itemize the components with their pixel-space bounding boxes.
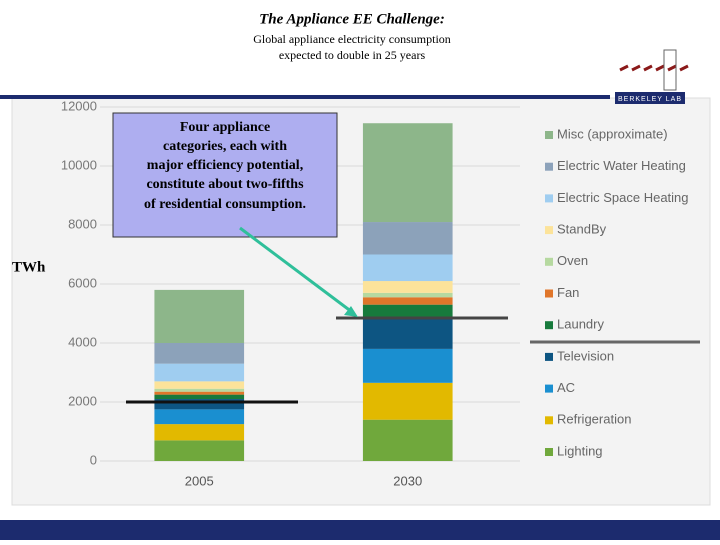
logo: Berkeley Lab — [615, 49, 689, 104]
annotation-arrow — [239, 226, 353, 314]
legend-swatch — [545, 384, 553, 393]
annotation-box — [112, 112, 338, 238]
legend-swatch — [545, 448, 553, 456]
plot: 0 2000 4000 6000 8000 10000 12000 2005 2030 Light… — [61, 98, 689, 488]
y-tick-label: 4000 — [68, 334, 97, 349]
y-tick-label: 0 — [90, 452, 97, 467]
bar-segment — [362, 222, 453, 255]
legend-label: StandBy — [557, 222, 607, 237]
legend-swatch — [545, 226, 553, 235]
legend-swatch — [545, 416, 553, 425]
bar-segment — [362, 319, 453, 349]
legend-swatch — [545, 352, 553, 361]
bar-segment — [362, 281, 453, 293]
legend-label: Laundry — [557, 317, 604, 332]
annotation: Four appliance — [180, 120, 270, 135]
annotation: of residential consumption. — [144, 197, 306, 212]
bar-segment — [154, 381, 245, 389]
annotation: categories, each with — [163, 139, 287, 154]
logo-tower — [663, 49, 677, 91]
x-tick-label: 2030 — [393, 473, 422, 488]
bar-segment — [154, 391, 245, 395]
subtitle: expected to double in 25 years — [279, 48, 426, 62]
legend-label: Lighting — [557, 443, 603, 458]
logo-text: Berkeley Lab — [618, 96, 682, 103]
subtitle: Global appliance electricity consumption — [253, 32, 451, 46]
y-tick-label: 8000 — [68, 216, 97, 231]
legend-swatch — [545, 162, 553, 171]
y-tick-label: 2000 — [68, 393, 97, 408]
legend-swatch — [545, 289, 553, 298]
bar-segment — [154, 409, 245, 425]
bar-segment — [154, 388, 245, 392]
bar-segment — [362, 382, 453, 420]
annotation: major efficiency potential, — [147, 158, 303, 173]
logo-band — [615, 92, 685, 104]
bar-segment — [362, 292, 453, 298]
legend-label: Oven — [557, 253, 588, 268]
bar-segment — [154, 399, 245, 410]
bar-segment — [154, 394, 245, 400]
legend-label: Misc (approximate) — [557, 126, 668, 141]
legend-swatch — [545, 131, 553, 139]
legend-label: Television — [557, 348, 614, 363]
bar-segment — [154, 289, 245, 343]
bar-segment — [362, 348, 453, 383]
legend-label: Electric Space Heating — [557, 190, 689, 205]
y-tick-label: 10000 — [61, 157, 97, 172]
bar-segment — [154, 440, 245, 461]
y-axis-label: TWh — [12, 259, 46, 275]
y-tick-label: 6000 — [68, 275, 97, 290]
legend-swatch — [545, 257, 553, 266]
annotation: constitute about two-fifths — [146, 177, 304, 192]
bar-segment — [154, 363, 245, 382]
bar-segment — [362, 254, 453, 282]
x-tick-label: 2005 — [185, 473, 214, 488]
legend-label: Electric Water Heating — [557, 158, 686, 173]
bar-segment — [362, 419, 453, 461]
bar-segment — [362, 297, 453, 305]
bar-segment — [362, 304, 453, 320]
header-rule — [0, 95, 610, 99]
legend-label: Fan — [557, 285, 579, 300]
y-tick-label: 12000 — [61, 98, 97, 113]
bar-segment — [154, 424, 245, 441]
logo-mark — [619, 64, 689, 72]
legend-swatch — [545, 194, 553, 203]
title: The Appliance EE Challenge: — [259, 11, 445, 27]
legend-swatch — [545, 321, 553, 330]
legend-label: Refrigeration — [557, 412, 631, 427]
arrow-head — [344, 306, 358, 317]
bar-segment — [154, 343, 245, 364]
legend-label: AC — [557, 380, 575, 395]
bar-segment — [362, 123, 453, 223]
footer-bar — [0, 520, 720, 540]
